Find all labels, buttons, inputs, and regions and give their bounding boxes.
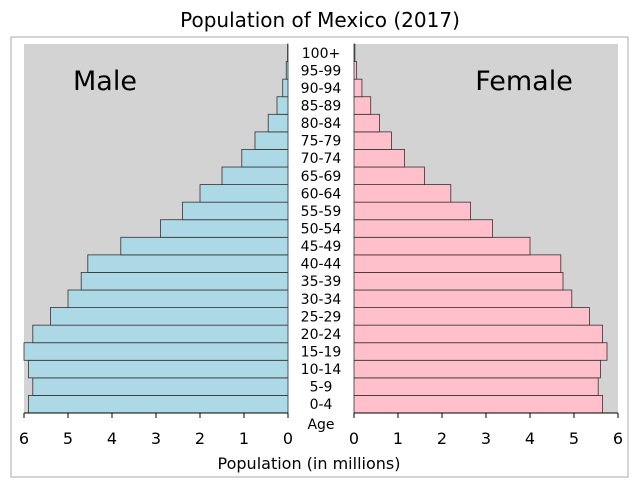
y-axis-label: Age — [307, 417, 334, 433]
age-label-55-59: 55-59 — [301, 204, 342, 220]
female-x-tick-label-0: 0 — [349, 429, 359, 448]
male-x-tick-label-3: 3 — [151, 429, 161, 448]
female-bar-5-9 — [353, 377, 599, 396]
female-bar-50-54 — [353, 219, 494, 238]
age-label-95-99: 95-99 — [301, 63, 342, 79]
female-x-tick-label-4: 4 — [525, 429, 535, 448]
male-bar-0-4 — [27, 395, 289, 414]
male-bar-10-14 — [27, 359, 289, 379]
age-label-45-49: 45-49 — [301, 239, 342, 255]
chart-title: Population of Mexico (2017) — [180, 8, 460, 32]
legend-male: Male — [73, 66, 137, 97]
female-bar-40-44 — [353, 254, 562, 273]
female-x-tick-label-1: 1 — [393, 429, 403, 448]
age-label-80-84: 80-84 — [301, 116, 342, 132]
female-bar-20-24 — [353, 324, 604, 344]
female-bars — [353, 43, 608, 414]
age-label-0-4: 0-4 — [310, 397, 333, 413]
female-bar-95-99 — [353, 61, 358, 80]
male-x-tick-label-0: 0 — [283, 429, 293, 448]
age-label-100+: 100+ — [302, 46, 340, 62]
age-label-75-79: 75-79 — [301, 134, 342, 150]
male-bar-75-79 — [254, 131, 289, 150]
female-bar-25-29 — [353, 307, 590, 326]
female-bar-10-14 — [353, 359, 601, 379]
male-bar-40-44 — [87, 254, 289, 273]
male-bar-55-59 — [181, 201, 289, 221]
female-bar-35-39 — [353, 272, 564, 291]
x-axes: 0 0 1 1 2 2 3 3 4 4 5 5 6 6 — [19, 412, 623, 448]
male-x-tick-label-5: 5 — [63, 429, 73, 448]
age-label-30-34: 30-34 — [301, 292, 342, 308]
female-bar-70-74 — [353, 149, 405, 168]
age-label-50-54: 50-54 — [301, 222, 342, 238]
age-label-15-19: 15-19 — [301, 345, 342, 361]
female-bar-85-89 — [353, 96, 372, 115]
chart-frame — [10, 36, 629, 478]
male-bar-15-19 — [23, 342, 289, 361]
male-bar-65-69 — [221, 166, 289, 185]
female-bar-0-4 — [353, 395, 604, 414]
male-x-tick-label-2: 2 — [195, 429, 205, 448]
male-bar-5-9 — [32, 377, 289, 396]
age-label-70-74: 70-74 — [301, 151, 342, 167]
female-x-tick-label-6: 6 — [613, 429, 623, 448]
age-label-65-69: 65-69 — [301, 169, 342, 185]
female-bar-65-69 — [353, 166, 425, 185]
female-x-tick-label-3: 3 — [481, 429, 491, 448]
x-axis-label: Population (in millions) — [218, 454, 401, 473]
male-bar-95-99 — [285, 61, 289, 80]
male-bar-85-89 — [276, 96, 289, 115]
male-bar-70-74 — [241, 149, 289, 168]
age-label-60-64: 60-64 — [301, 186, 342, 202]
male-bar-25-29 — [50, 307, 289, 326]
male-bar-45-49 — [120, 236, 289, 256]
male-bar-50-54 — [159, 219, 289, 238]
female-bar-60-64 — [353, 184, 452, 203]
female-bar-45-49 — [353, 236, 531, 256]
age-label-25-29: 25-29 — [301, 309, 342, 325]
female-bar-55-59 — [353, 201, 471, 221]
female-bar-75-79 — [353, 131, 392, 150]
female-x-tick-label-2: 2 — [437, 429, 447, 448]
male-bar-80-84 — [267, 113, 289, 133]
male-x-tick-label-1: 1 — [239, 429, 249, 448]
male-bar-35-39 — [80, 272, 289, 291]
male-bars — [23, 43, 289, 414]
male-bar-90-94 — [282, 78, 289, 98]
age-label-85-89: 85-89 — [301, 99, 342, 115]
male-bar-20-24 — [32, 324, 289, 344]
female-bar-100+ — [353, 43, 356, 62]
age-label-10-14: 10-14 — [301, 362, 342, 378]
age-label-40-44: 40-44 — [301, 257, 342, 273]
female-bar-30-34 — [353, 289, 573, 308]
male-x-tick-label-6: 6 — [19, 429, 29, 448]
age-label-5-9: 5-9 — [310, 380, 333, 396]
female-bar-15-19 — [353, 342, 608, 361]
age-label-35-39: 35-39 — [301, 274, 342, 290]
male-bar-60-64 — [199, 184, 289, 203]
male-bar-30-34 — [67, 289, 289, 308]
female-bar-90-94 — [353, 78, 363, 98]
male-x-tick-label-4: 4 — [107, 429, 117, 448]
female-bar-80-84 — [353, 113, 380, 133]
age-label-20-24: 20-24 — [301, 327, 342, 343]
age-label-90-94: 90-94 — [301, 81, 342, 97]
female-x-tick-label-5: 5 — [569, 429, 579, 448]
legend-female: Female — [475, 66, 573, 97]
